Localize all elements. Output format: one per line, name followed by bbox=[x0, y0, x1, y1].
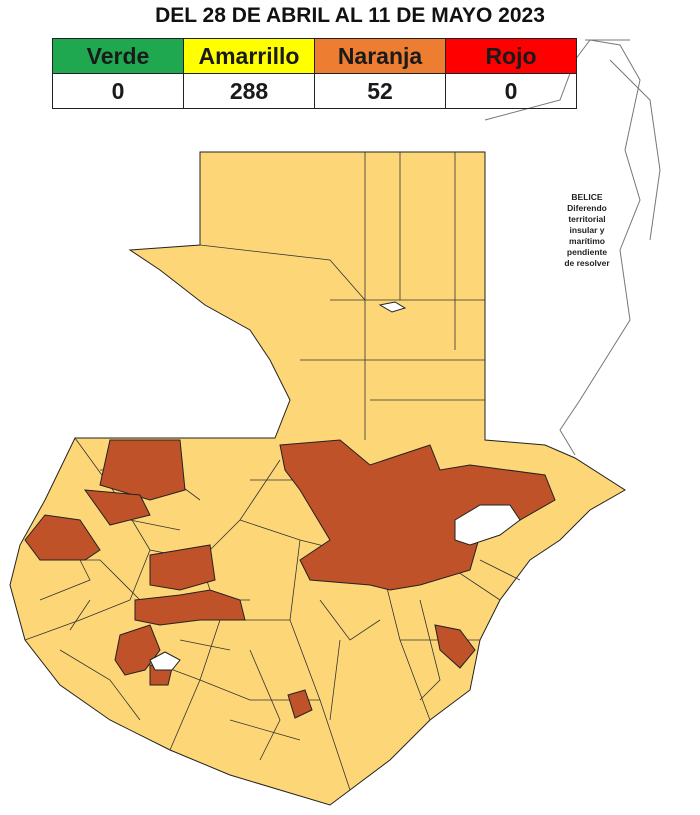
legend-table: Verde Amarrillo Naranja Rojo 0 288 52 0 bbox=[52, 38, 577, 109]
orange-zone bbox=[434, 624, 476, 669]
value-cell: 288 bbox=[183, 73, 315, 109]
lake-peten-itza bbox=[378, 301, 407, 313]
header-cell: Naranja bbox=[314, 38, 446, 74]
header-row: Verde Amarrillo Naranja Rojo bbox=[52, 38, 577, 74]
map-note: BELICE bbox=[571, 192, 603, 202]
orange-zone bbox=[149, 544, 216, 591]
map-note: pendiente bbox=[567, 247, 607, 257]
map-note: territorial bbox=[568, 214, 605, 224]
belize-coast bbox=[585, 39, 661, 241]
header-cell: Amarrillo bbox=[183, 38, 315, 74]
lake-atitlan bbox=[149, 651, 181, 671]
orange-zone bbox=[114, 624, 161, 676]
map-note: de resolver bbox=[564, 258, 610, 268]
value-cell: 52 bbox=[314, 73, 446, 109]
header-cell: Verde bbox=[52, 38, 184, 74]
orange-zone bbox=[134, 589, 246, 626]
dept-lines bbox=[199, 152, 485, 440]
value-cell: 0 bbox=[52, 73, 184, 109]
orange-zone bbox=[279, 439, 556, 591]
value-cell: 0 bbox=[445, 73, 577, 109]
belize-border bbox=[484, 39, 641, 456]
lake-izabal bbox=[454, 504, 521, 546]
map-note: insular y bbox=[570, 225, 605, 235]
orange-zone bbox=[83, 489, 151, 526]
title: DEL 28 DE ABRIL AL 11 DE MAYO 2023 bbox=[155, 4, 545, 27]
header-cell: Rojo bbox=[445, 38, 577, 74]
orange-zone bbox=[99, 439, 186, 501]
orange-zone bbox=[287, 689, 313, 719]
orange-zone bbox=[24, 514, 101, 561]
map-note: marítimo bbox=[569, 236, 605, 246]
map-note: Diferendo bbox=[567, 203, 607, 213]
value-row: 0 288 52 0 bbox=[52, 73, 577, 109]
